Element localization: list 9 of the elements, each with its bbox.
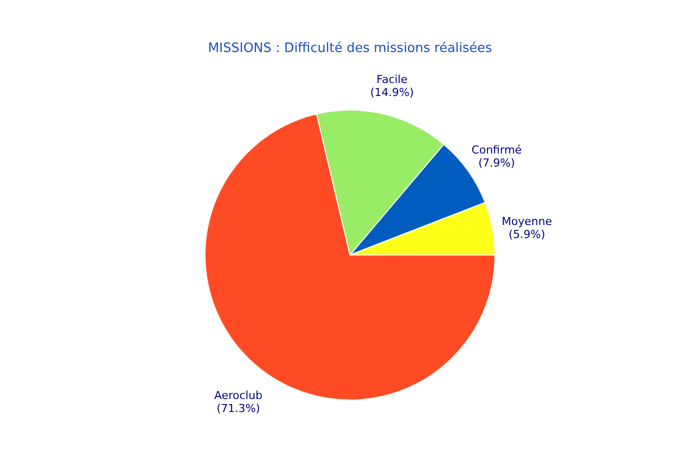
data-label: (14.9%) <box>370 86 414 99</box>
slice-label: Moyenne <box>502 214 552 228</box>
slice-label: Facile <box>376 72 408 86</box>
slice-label: Confirmé <box>472 144 522 157</box>
slice-label: Aeroclub <box>214 389 262 402</box>
chart-title: MISSIONS : Difficulté des missions réalisées <box>208 41 492 56</box>
data-label: (5.9%) <box>508 228 546 241</box>
data-label: (71.3%) <box>216 402 260 416</box>
data-label: (7.9%) <box>478 156 515 170</box>
